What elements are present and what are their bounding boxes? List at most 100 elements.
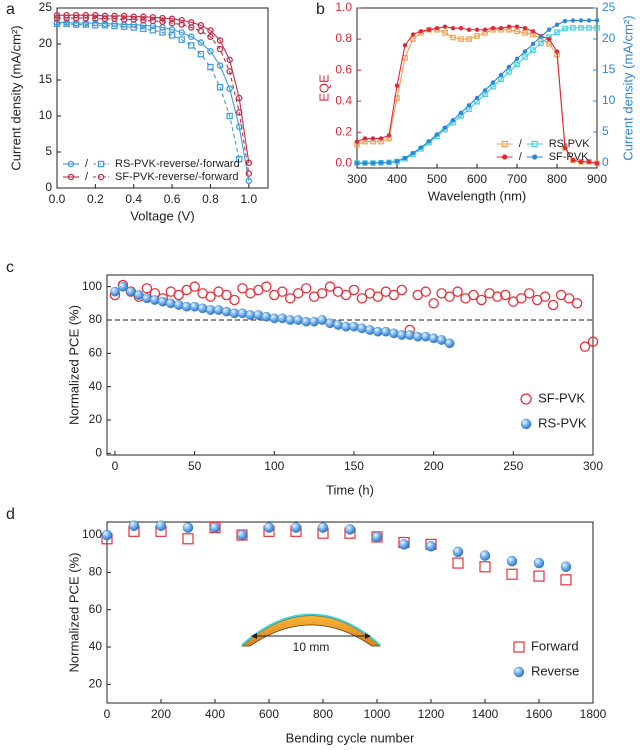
marker xyxy=(474,27,480,32)
marker xyxy=(188,42,195,49)
marker xyxy=(165,298,176,309)
marker xyxy=(570,158,576,163)
marker xyxy=(520,418,532,430)
marker xyxy=(229,294,240,306)
marker xyxy=(362,136,368,141)
marker xyxy=(444,291,455,302)
marker xyxy=(396,284,408,296)
marker xyxy=(159,18,166,25)
legend-label: Reverse xyxy=(531,663,579,678)
marker xyxy=(450,34,456,41)
marker xyxy=(479,561,491,573)
marker xyxy=(425,541,437,552)
y-tick-label: 10 xyxy=(39,108,53,122)
marker xyxy=(207,47,214,55)
x-tick-label: 400 xyxy=(387,172,407,186)
marker xyxy=(554,49,560,54)
marker xyxy=(140,25,147,33)
y-tick-label: 1.0 xyxy=(335,0,352,14)
marker xyxy=(292,288,304,299)
marker xyxy=(442,125,448,130)
marker xyxy=(444,338,455,349)
marker xyxy=(579,341,591,352)
marker xyxy=(316,288,328,299)
marker xyxy=(426,27,432,32)
marker xyxy=(522,49,528,54)
marker xyxy=(178,16,185,24)
marker xyxy=(513,666,525,678)
y2-axis-title: Current density (mA/cm²) xyxy=(620,15,635,160)
marker xyxy=(516,293,527,304)
marker xyxy=(362,160,368,166)
marker xyxy=(168,32,176,39)
marker xyxy=(371,531,383,543)
marker xyxy=(245,159,253,167)
marker xyxy=(92,11,99,19)
marker xyxy=(386,133,392,138)
marker xyxy=(586,18,592,23)
y-axis-title: EQE xyxy=(316,74,331,102)
legend-label: SF-PVK xyxy=(538,390,585,405)
marker xyxy=(563,293,575,304)
x-tick-label: 0 xyxy=(112,459,119,473)
marker xyxy=(235,109,243,116)
x-tick-label: 0.6 xyxy=(164,192,181,206)
marker xyxy=(450,25,456,31)
y-tick-label: 0.2 xyxy=(335,124,352,138)
plot-frame xyxy=(56,7,269,189)
marker xyxy=(159,29,166,36)
x-tick-label: 50 xyxy=(188,459,202,473)
y-tick-label: 5 xyxy=(45,144,52,158)
marker xyxy=(482,88,488,93)
marker xyxy=(197,27,205,35)
marker xyxy=(101,15,109,23)
x-tick-label: 800 xyxy=(547,172,567,186)
marker xyxy=(586,159,592,164)
marker xyxy=(501,140,508,148)
marker xyxy=(178,36,185,43)
marker xyxy=(354,160,360,166)
marker xyxy=(578,159,584,164)
marker xyxy=(209,522,221,533)
marker xyxy=(178,29,185,36)
y2-tick-label: 10 xyxy=(602,93,616,107)
marker xyxy=(324,281,336,292)
marker xyxy=(418,145,424,150)
y-tick-label: 15 xyxy=(39,72,53,86)
marker xyxy=(587,336,599,347)
marker xyxy=(458,110,464,116)
marker xyxy=(237,308,248,319)
marker xyxy=(72,14,80,22)
marker xyxy=(434,132,440,137)
marker xyxy=(394,83,400,88)
marker xyxy=(245,177,253,185)
marker xyxy=(466,27,472,32)
y-axis-title: Normalized PCE (%) xyxy=(66,305,81,425)
marker xyxy=(325,318,335,329)
marker xyxy=(253,310,264,320)
legend-separator: / xyxy=(519,138,523,150)
marker xyxy=(452,546,464,558)
marker xyxy=(245,170,253,177)
y-tick-label: 60 xyxy=(89,602,103,616)
marker xyxy=(356,293,368,304)
marker xyxy=(458,36,464,42)
marker xyxy=(562,25,568,32)
marker xyxy=(188,33,195,41)
x-axis-title: Voltage (V) xyxy=(130,208,194,223)
x-tick-label: 200 xyxy=(151,707,171,721)
marker xyxy=(173,289,184,301)
marker xyxy=(498,25,504,31)
marker xyxy=(168,19,176,27)
x-tick-label: 700 xyxy=(507,172,527,186)
marker xyxy=(97,173,105,181)
y-tick-label: 20 xyxy=(39,36,53,50)
marker xyxy=(506,568,518,580)
marker xyxy=(468,289,479,301)
marker xyxy=(386,160,392,165)
marker xyxy=(277,313,288,324)
marker xyxy=(235,94,243,102)
marker xyxy=(506,555,518,567)
y2-tick-label: 20 xyxy=(602,31,616,45)
marker xyxy=(570,18,576,23)
